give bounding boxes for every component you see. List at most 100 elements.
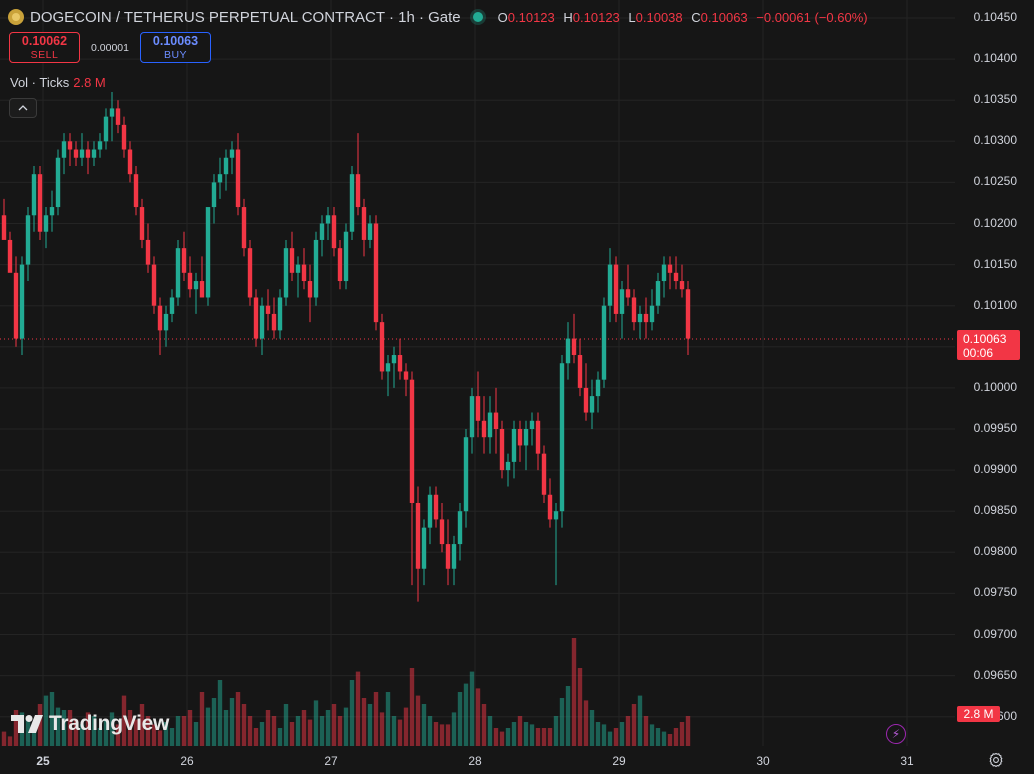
price-axis-label: 0.10200 [973, 215, 1017, 230]
tradingview-logo[interactable]: TradingView [11, 712, 169, 736]
price-axis-label: 0.09650 [973, 667, 1017, 682]
candle [607, 248, 613, 323]
volume-bars [1, 638, 691, 746]
candle [139, 198, 145, 249]
volume-bar [115, 724, 121, 746]
volume-bar [151, 724, 157, 746]
candle [271, 297, 277, 339]
candle [643, 297, 649, 339]
volume-bar [487, 716, 493, 746]
time-axis-label: 30 [756, 754, 770, 768]
volume-bar [349, 680, 355, 746]
volume-bar [565, 686, 571, 746]
volume-bar [679, 722, 685, 746]
candle-body [523, 429, 529, 446]
volume-bar [223, 710, 229, 746]
volume-bar [415, 695, 421, 746]
volume-bar [91, 716, 97, 746]
candle [103, 108, 109, 150]
candle-body [475, 396, 481, 421]
candle-body [25, 215, 31, 265]
buy-price: 0.10063 [152, 33, 199, 48]
volume-legend[interactable]: Vol · Ticks 2.8 M [10, 75, 106, 90]
candle [451, 535, 457, 586]
candle-body [589, 396, 595, 413]
candle-body [493, 412, 499, 429]
candle [265, 289, 271, 331]
volume-bar [469, 671, 475, 746]
candlesticks [1, 91, 691, 602]
volume-bar [193, 722, 199, 746]
candle-body [421, 527, 427, 569]
volume-bar [403, 707, 409, 746]
candle [199, 256, 205, 298]
volume-bar [439, 724, 445, 746]
candle [313, 231, 319, 306]
volume-bar [493, 728, 499, 746]
candle [211, 174, 217, 224]
volume-bar [73, 719, 79, 746]
candle-body [73, 149, 79, 158]
volume-bar [661, 731, 667, 746]
candle-body [139, 207, 145, 240]
candle [601, 297, 607, 388]
volume-bar [559, 698, 565, 746]
lightning-icon[interactable]: ⚡ [886, 724, 906, 744]
candle-body [667, 264, 673, 273]
collapse-legend-button[interactable] [9, 98, 37, 118]
last-price-tag: 0.10063 00:06 [957, 330, 1020, 360]
time-axis-label: 25 [36, 754, 50, 768]
candle-body [613, 264, 619, 314]
candle-body [241, 207, 247, 249]
dogecoin-icon [8, 9, 24, 25]
candle [97, 133, 103, 158]
volume-bar [205, 707, 211, 746]
candle-body [211, 182, 217, 208]
buy-button[interactable]: 0.10063 BUY [140, 32, 211, 63]
candle [457, 502, 463, 561]
volume-bar [637, 695, 643, 746]
volume-bar [301, 710, 307, 746]
candle-body [361, 207, 367, 240]
candle-body [685, 289, 691, 339]
candle [481, 396, 487, 454]
volume-bar [433, 722, 439, 746]
candle-body [391, 355, 397, 364]
low-value: 0.10038 [635, 9, 683, 25]
candle [493, 387, 499, 454]
volume-bar [673, 728, 679, 746]
trade-buttons: 0.10062 SELL 0.00001 0.10063 BUY [9, 32, 211, 63]
volume-bar [43, 695, 49, 746]
candle-body [187, 272, 193, 290]
candle-body [277, 297, 283, 331]
candle-body [67, 141, 73, 150]
gear-icon[interactable] [988, 752, 1004, 768]
candle-body [337, 248, 343, 282]
symbol-title[interactable]: DOGECOIN / TETHERUS PERPETUAL CONTRACT ·… [30, 8, 461, 26]
volume-bar [595, 722, 601, 746]
candle-body [529, 420, 535, 429]
volume-bar [331, 704, 337, 746]
time-axis-label: 27 [324, 754, 338, 768]
candle-body [103, 116, 109, 142]
candle-body [13, 272, 19, 339]
candle [583, 363, 589, 421]
volume-bar [523, 722, 529, 746]
candle-body [1, 215, 7, 240]
candle [301, 248, 307, 290]
candle-body [631, 297, 637, 323]
candle [235, 133, 241, 216]
candle-body [319, 223, 325, 240]
candle-body [487, 412, 493, 438]
candle-body [439, 519, 445, 545]
sell-button[interactable]: 0.10062 SELL [9, 32, 80, 63]
candle-body [91, 149, 97, 158]
volume-bar [169, 728, 175, 746]
volume-tag: 2.8 M [957, 706, 1000, 722]
candle-body [547, 494, 553, 520]
candle-body [397, 355, 403, 372]
candle-body [247, 248, 253, 298]
volume-bar [163, 722, 169, 746]
candle-body [253, 297, 259, 339]
